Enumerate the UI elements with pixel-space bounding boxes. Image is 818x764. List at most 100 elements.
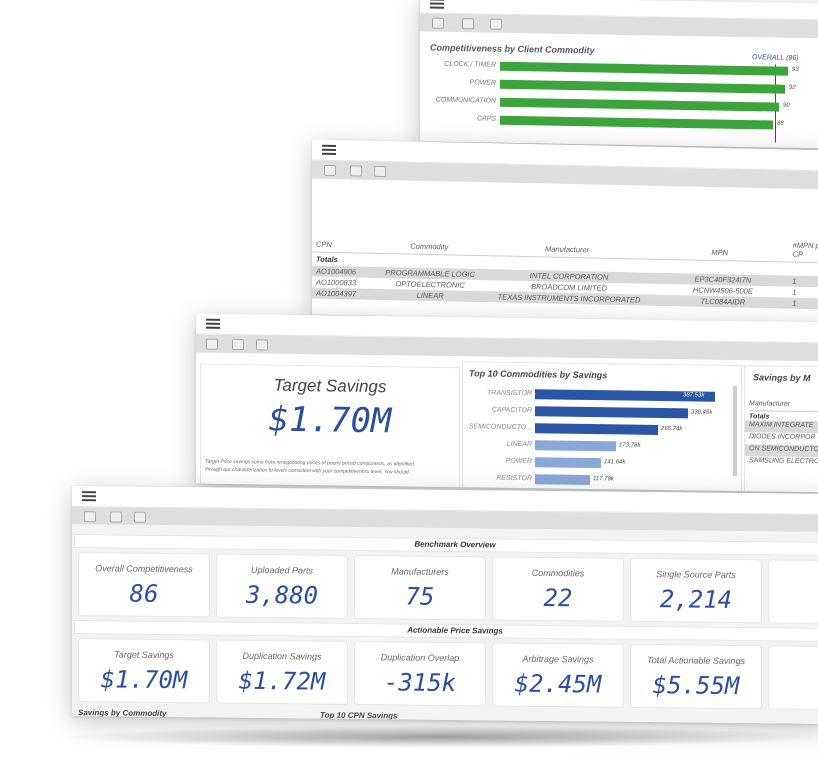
savings-label: Arbitrage Savings [522,653,594,665]
savings-label: Duplication Savings [242,650,322,662]
savings-by-commodity-title: Savings by Commodity [78,708,167,719]
bar-label: CLOCK / TIMER [444,60,496,69]
bar[interactable] [535,457,601,469]
kpi-value: 3,880 [245,580,319,610]
bar-label: RESISTOR [496,474,532,483]
savings-value: $2.45M [514,669,602,699]
col-cpn[interactable]: CPN [316,239,332,249]
kpi-card: Uploaded Parts 3,880 [216,553,348,619]
bar[interactable] [500,61,788,76]
kpi-label: Manufacturers [391,566,449,577]
top-cpn-savings-title: Top 10 CPN Savings [320,710,398,721]
savings-value: $1.72M [238,666,326,696]
bar[interactable] [535,423,658,435]
savings-card: Duplication Savings $1.72M [216,639,348,705]
table-cell: 1 [792,276,797,286]
target-note-line-2: through our characterization to levels c… [205,466,409,476]
bar-label: COMMUNICATION [435,96,496,105]
selection-icon[interactable] [324,164,336,177]
kpi-card: Manufacturers 75 [354,554,486,621]
menu-icon[interactable] [82,491,96,502]
kpi-value: 22 [543,583,573,613]
savings-value: 26 [769,672,818,701]
bar-value-label: 93 [792,66,799,73]
settings-icon[interactable] [134,511,146,523]
kpi-label: Commodities [531,567,585,579]
savings-value: -315k [383,668,457,698]
menu-icon[interactable] [206,318,220,329]
bar-value-label: 330.45k [691,409,713,416]
competitiveness-chart: CLOCK / TIMER 93 POWER 92 COMMUNICATION 90 CAP… [420,58,818,145]
bar-value-label: 117.79k [593,476,614,483]
kpi-value: 2,214 [659,585,733,614]
selection-icon[interactable] [432,17,444,29]
bar-label: POWER [469,79,496,87]
export-icon[interactable] [462,18,474,30]
savings-value: $1.70M [100,665,188,695]
col-mpn-count[interactable]: #MPN per CP [792,240,818,259]
table-cell: AO1004397 [316,288,357,299]
savings-card: Duplication Overlap -315k [354,640,486,707]
bar-label: TRANSISTOR [487,389,532,398]
savings-label: Duplication Overlap [380,652,460,664]
chart-title: Competitiveness by Client Commodity [430,42,595,56]
bar-value-label: 173.78k [619,442,641,449]
bar-value-label: 92 [789,84,796,91]
bar[interactable] [535,474,590,486]
settings-icon[interactable] [256,339,268,351]
bar-label: SEMICONDUCTO... [468,423,532,432]
bar-value-label: 90 [783,102,790,109]
target-savings-title: Target Savings [273,375,387,397]
bar-label: CAPACITOR [491,406,532,415]
kpi-value: 86 [129,579,159,608]
mfr-list: MAXIM INTEGRATE DIODES INCORPOR ON SEMICON… [745,420,818,469]
settings-icon[interactable] [490,18,502,30]
col-manufacturer[interactable]: Manufacturer [544,244,590,255]
col-mpn[interactable]: MPN [711,247,729,258]
bar[interactable] [535,440,616,452]
bar[interactable] [535,406,688,419]
kpi-value [769,586,818,587]
bar[interactable] [500,79,785,94]
savings-label: Sa [769,656,818,667]
export-icon[interactable] [110,511,122,523]
savings-card: Arbitrage Savings $2.45M [492,642,624,708]
bar-value-label: 141.64k [604,459,626,466]
table-cell: TLC084AIDR [700,296,746,307]
bar-value-label: 88 [777,120,784,127]
bar-label: CAPS [476,115,496,123]
savings-panel: Target Savings $1.70M Target Price savin… [196,313,818,493]
scrollbar[interactable] [733,386,737,477]
savings-card: Total Actionable Savings $5.55M [630,643,762,710]
menu-icon[interactable] [322,144,336,156]
table-cell: TEXAS INSTRUMENTS INCORPORATED [497,292,641,305]
selection-icon[interactable] [206,338,218,350]
savings-label: Total Actionable Savings [647,655,745,667]
settings-icon[interactable] [374,165,386,178]
bar[interactable] [500,97,779,112]
table-cell: 1 [792,298,797,308]
bar-value-label: 387.53k [683,392,705,399]
bar-label: POWER [505,457,532,466]
selection-icon[interactable] [84,511,96,523]
col-commodity[interactable]: Commodity [410,241,449,252]
export-icon[interactable] [350,165,362,177]
menu-icon[interactable] [430,0,444,9]
kpi-value: 75 [405,582,435,611]
mfr-title: Savings by M [753,372,811,384]
target-savings-card: Target Savings $1.70M Target Price savin… [200,363,460,490]
kpi-card: Overall Competitiveness 86 [78,552,210,618]
competitiveness-panel: Competitiveness by Client Commodity OVER… [420,0,818,149]
export-icon[interactable] [232,339,244,351]
bar-label: LINEAR [506,440,532,449]
dashboard-panel: Benchmark Overview Actionable Price Savi… [72,486,818,724]
kpi-label: Single Source Parts [656,569,736,580]
bar[interactable] [500,115,773,130]
savings-card: Sa 26 [768,645,818,711]
target-savings-value: $1.70M [268,399,392,442]
kpi-label: Overall Competitiveness [95,563,193,575]
table-cell: 1 [792,287,797,297]
savings-value: $5.55M [652,671,740,701]
mfr-row[interactable]: SAMSUNG ELECTRO [749,457,818,466]
mfr-header[interactable]: Manufacturer [749,400,818,413]
